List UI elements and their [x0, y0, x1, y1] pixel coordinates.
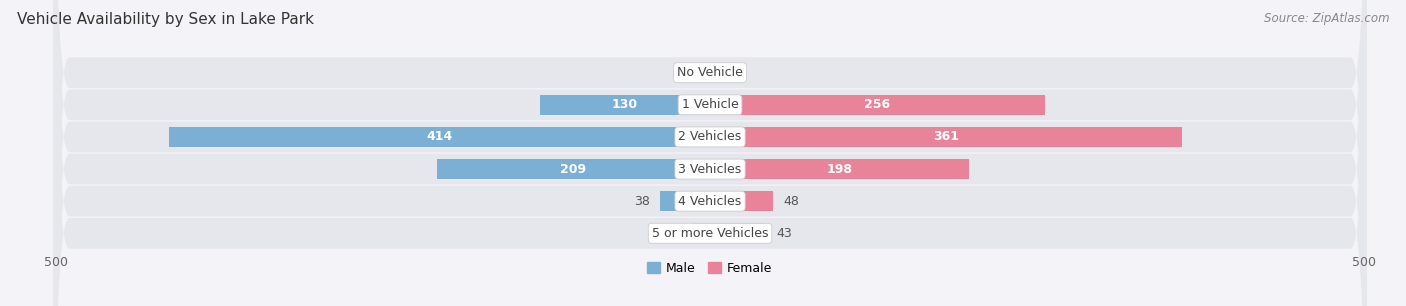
Bar	[710, 159, 969, 179]
Bar	[169, 127, 710, 147]
Text: 0: 0	[692, 66, 700, 79]
Text: 361: 361	[934, 130, 959, 144]
FancyBboxPatch shape	[53, 0, 1367, 306]
Bar	[437, 159, 710, 179]
Text: 5 or more Vehicles: 5 or more Vehicles	[652, 227, 768, 240]
Text: Vehicle Availability by Sex in Lake Park: Vehicle Availability by Sex in Lake Park	[17, 12, 314, 27]
Text: 256: 256	[865, 98, 890, 111]
Bar	[692, 223, 710, 243]
FancyBboxPatch shape	[53, 0, 1367, 306]
Bar	[710, 127, 1182, 147]
FancyBboxPatch shape	[53, 0, 1367, 306]
Text: 1 Vehicle: 1 Vehicle	[682, 98, 738, 111]
Text: No Vehicle: No Vehicle	[678, 66, 742, 79]
Text: 4 Vehicles: 4 Vehicles	[679, 195, 741, 208]
Text: 48: 48	[783, 195, 799, 208]
Bar	[710, 95, 1045, 115]
Text: 130: 130	[612, 98, 638, 111]
Text: 209: 209	[561, 162, 586, 176]
FancyBboxPatch shape	[53, 0, 1367, 306]
FancyBboxPatch shape	[53, 0, 1367, 306]
Text: 3 Vehicles: 3 Vehicles	[679, 162, 741, 176]
Text: 0: 0	[720, 66, 728, 79]
Legend: Male, Female: Male, Female	[643, 257, 778, 280]
Text: 38: 38	[634, 195, 650, 208]
Text: 198: 198	[827, 162, 852, 176]
Bar	[710, 223, 766, 243]
FancyBboxPatch shape	[53, 0, 1367, 306]
Text: 14: 14	[665, 227, 682, 240]
Text: Source: ZipAtlas.com: Source: ZipAtlas.com	[1264, 12, 1389, 25]
Text: 414: 414	[426, 130, 453, 144]
Text: 43: 43	[776, 227, 793, 240]
Bar	[661, 191, 710, 211]
Bar	[710, 191, 773, 211]
Text: 2 Vehicles: 2 Vehicles	[679, 130, 741, 144]
Bar	[540, 95, 710, 115]
